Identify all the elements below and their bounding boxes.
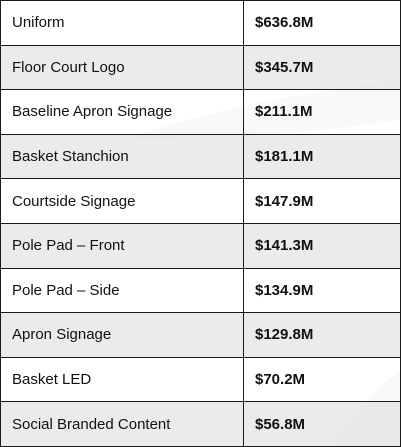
table-row: Floor Court Logo $345.7M [0,44,401,91]
value-cell: $211.1M [243,89,401,135]
table-row: Pole Pad – Side $134.9M [0,267,401,314]
asset-cell: Floor Court Logo [0,44,244,91]
asset-cell: Basket Stanchion [0,133,244,180]
value-cell: $129.8M [243,312,401,358]
value-cell: $147.9M [243,178,401,224]
value-cell: $134.9M [243,267,401,314]
table-row: Baseline Apron Signage $211.1M [0,89,401,135]
value-cell: $636.8M [243,0,401,46]
table-row: Uniform $636.8M [0,0,401,46]
table-row: Basket LED $70.2M [0,356,401,403]
asset-cell: Courtside Signage [0,178,244,224]
asset-cell: Pole Pad – Side [0,267,244,314]
value-cell: $345.7M [243,44,401,91]
table-row: Social Branded Content $56.8M [0,401,401,447]
value-cell: $56.8M [243,401,401,447]
table-row: Basket Stanchion $181.1M [0,133,401,180]
asset-cell: Uniform [0,0,244,46]
asset-cell: Social Branded Content [0,401,244,447]
value-cell: $70.2M [243,356,401,403]
asset-cell: Baseline Apron Signage [0,89,244,135]
table-row: Pole Pad – Front $141.3M [0,222,401,269]
asset-cell: Pole Pad – Front [0,222,244,269]
table-row: Apron Signage $129.8M [0,312,401,358]
asset-cell: Basket LED [0,356,244,403]
asset-cell: Apron Signage [0,312,244,358]
value-cell: $141.3M [243,222,401,269]
value-cell: $181.1M [243,133,401,180]
table-row: Courtside Signage $147.9M [0,178,401,224]
